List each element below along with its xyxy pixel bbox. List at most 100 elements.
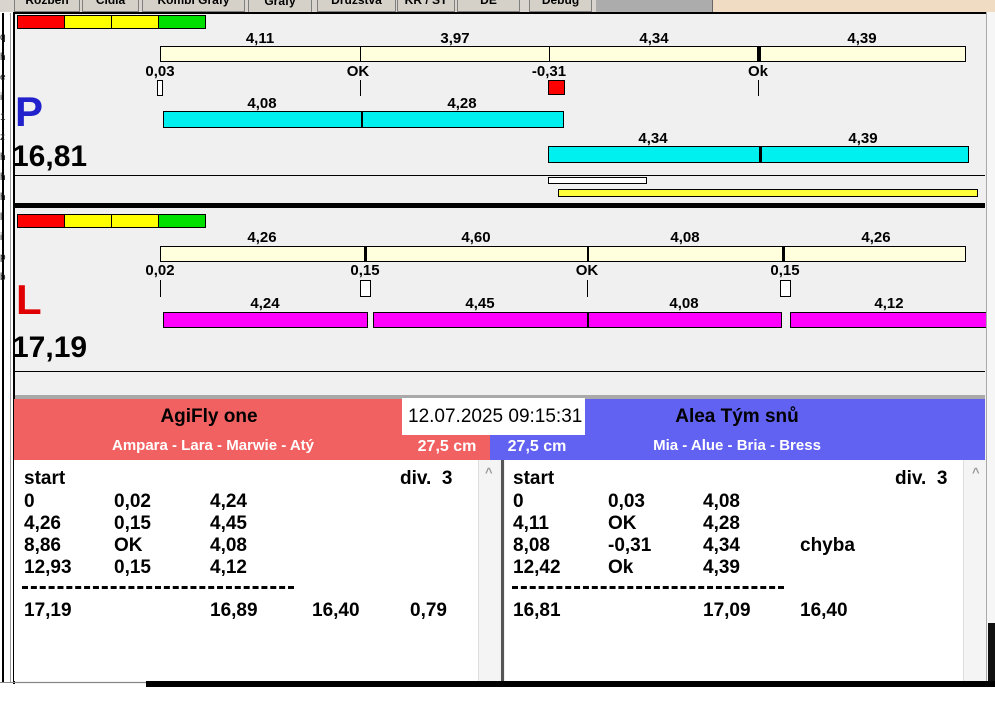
p-total-time: 16,81 — [12, 140, 88, 173]
p-status-yellow-box — [64, 15, 112, 29]
totals-separator — [512, 586, 784, 589]
table-cell: Ok — [608, 557, 634, 578]
p-changeover-tick — [758, 80, 759, 96]
p-status-strip — [17, 15, 206, 29]
p-changeover-tick — [360, 80, 361, 96]
team-left-name: AgiFly one — [160, 406, 258, 427]
l-changeover-label: OK — [575, 262, 599, 279]
tab-kr-st[interactable]: KR / ST — [397, 0, 455, 12]
bottom-line-thin — [0, 682, 146, 683]
l-status-red-box — [17, 214, 65, 228]
bottom-line-thick — [146, 681, 995, 687]
l-status-strip — [17, 214, 206, 228]
l-side-letter: L — [16, 276, 42, 323]
table-cell: 4,39 — [703, 557, 740, 578]
p-changeover-label: OK — [346, 63, 370, 80]
table-cell: OK — [608, 513, 637, 534]
l-changeover-label: 0,15 — [770, 262, 800, 279]
tab-kombi-grafy[interactable]: Kombi Grafy — [142, 0, 245, 12]
table-header-div: div. 3 — [895, 468, 948, 489]
l-total-time: 17,19 — [12, 331, 88, 364]
tab-rozbeh[interactable]: Rozběh — [14, 0, 80, 12]
p-changeover-label: Ok — [747, 63, 769, 80]
table-header-start: start — [513, 468, 555, 489]
l-changeover-label: 0,02 — [145, 262, 175, 279]
side-panel-edge2 — [10, 13, 11, 683]
team-right-name: Alea Tým snů — [675, 406, 799, 427]
tab-de[interactable]: DE — [457, 0, 520, 12]
total-cell: 0,79 — [410, 600, 447, 621]
table-cell: 4,24 — [210, 491, 247, 512]
p-start-tick — [157, 80, 163, 96]
table-header-start: start — [24, 468, 66, 489]
table-cell: OK — [114, 535, 143, 556]
p-side-letter: P — [15, 88, 44, 135]
total-cell: 16,89 — [210, 600, 258, 621]
total-cell: 16,40 — [800, 600, 848, 621]
l-run-bar-1 — [163, 312, 368, 328]
total-cell: 16,40 — [312, 600, 360, 621]
team-right-members: Mia - Alue - Bria - Bress — [653, 437, 821, 454]
table-cell: 0 — [24, 491, 35, 512]
team-right-size: 27,5 cm — [507, 438, 567, 455]
table-cell: 0,03 — [608, 491, 645, 512]
bar-divider — [361, 111, 363, 128]
p-run-label: 4,28 — [447, 95, 477, 112]
table-cell: 0,15 — [114, 557, 151, 578]
team-left-table — [14, 460, 478, 681]
totals-separator — [22, 586, 294, 589]
p-progress-yellow-bar — [558, 189, 978, 197]
table-cell-error: chyba — [800, 535, 855, 556]
scroll-up-icon[interactable]: ^ — [972, 465, 980, 480]
table-cell: 4,12 — [210, 557, 247, 578]
l-split-label: 4,26 — [247, 229, 277, 246]
table-cell: 12,93 — [24, 557, 72, 578]
bar-divider — [587, 246, 589, 262]
tab-cidla[interactable]: Čidla — [82, 0, 139, 12]
scoreboard-top-strip — [15, 395, 985, 399]
tab-debug[interactable]: Debug — [529, 0, 592, 12]
p-split-label: 3,97 — [440, 30, 470, 47]
total-cell: 17,09 — [703, 600, 751, 621]
l-split-bar — [160, 246, 966, 262]
l-start-tick — [160, 280, 161, 297]
l-split-label: 4,60 — [461, 229, 491, 246]
p-changeover-label: 0,03 — [145, 63, 175, 80]
bar-divider — [757, 46, 761, 62]
l-run-bar-2 — [373, 312, 782, 328]
window-scrollbar-thumb[interactable] — [988, 623, 995, 683]
p-run-label: 4,08 — [247, 95, 277, 112]
l-status-green-box — [158, 214, 206, 228]
window-scrollbar-track[interactable] — [986, 12, 995, 686]
l-run-label: 4,24 — [250, 295, 280, 312]
bar-divider — [549, 46, 550, 62]
p-changeover-label: -0,31 — [531, 63, 567, 80]
l-status-yellow-box — [111, 214, 159, 228]
clipped-text-column: q h e i 1 z h h h l i p b — [0, 32, 6, 283]
table-cell: 4,45 — [210, 513, 247, 534]
table-cell: 0,02 — [114, 491, 151, 512]
total-cell: 17,19 — [24, 600, 72, 621]
scroll-up-icon[interactable]: ^ — [485, 465, 493, 480]
p-split-label: 4,39 — [847, 30, 877, 47]
team-left-scrollbar[interactable]: ^ — [478, 460, 499, 681]
table-cell: 4,08 — [210, 535, 247, 556]
p-run-label: 4,39 — [848, 130, 878, 147]
datetime-display: 12.07.2025 09:15:31 — [402, 398, 585, 435]
p-run-bar-1 — [163, 111, 564, 128]
l-changeover-tick — [587, 280, 588, 297]
table-header-div: div. 3 — [400, 468, 453, 489]
table-cell: 4,08 — [703, 491, 740, 512]
tab-grafy-active[interactable]: Grafy — [248, 0, 312, 12]
tab-druzstva[interactable]: Družstva — [317, 0, 396, 12]
p-split-label: 4,34 — [639, 30, 669, 47]
team-right-table — [505, 460, 963, 681]
l-split-label: 4,08 — [670, 229, 700, 246]
table-cell: 4,11 — [513, 513, 549, 534]
team-right-scrollbar[interactable]: ^ — [963, 460, 986, 681]
l-run-bar-3 — [790, 312, 988, 328]
l-status-yellow-box — [64, 214, 112, 228]
table-cell: 12,42 — [513, 557, 561, 578]
table-cell: 8,08 — [513, 535, 550, 556]
